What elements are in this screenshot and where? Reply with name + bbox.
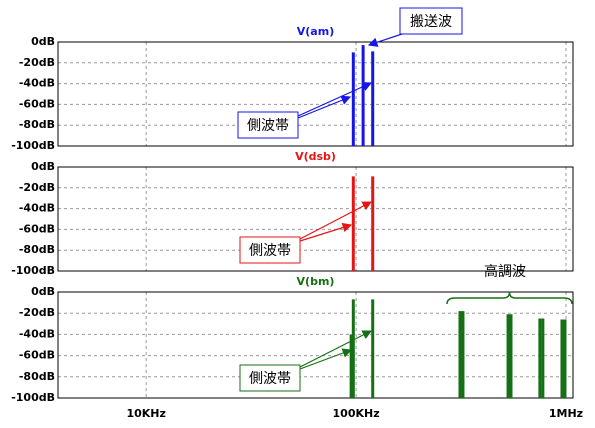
- annotation-arrow: [299, 201, 373, 240]
- x-tick-label: 100KHz: [333, 407, 380, 420]
- annotation: 側波帯: [247, 118, 289, 134]
- y-tick-label: -20dB: [19, 181, 55, 194]
- y-tick-label: -80dB: [19, 243, 55, 256]
- plot-frame: [57, 41, 574, 147]
- annotation: 側波帯: [249, 243, 291, 259]
- y-tick-label: -100dB: [11, 139, 55, 152]
- y-tick-label: -20dB: [19, 56, 55, 69]
- annotation-arrow: [367, 33, 403, 47]
- y-tick-label: -60dB: [19, 222, 55, 235]
- annotation: 搬送波: [410, 14, 452, 30]
- annotation-brace: [446, 291, 573, 305]
- y-tick-label: 0dB: [31, 35, 55, 48]
- chart-title: V(bm): [297, 275, 335, 288]
- annotation-box: [239, 364, 301, 392]
- chart-title: V(dsb): [295, 150, 336, 163]
- annotation-arrow: [297, 95, 352, 119]
- annotation-arrow: [297, 82, 373, 117]
- y-tick-label: 0dB: [31, 285, 55, 298]
- y-tick-label: -100dB: [11, 264, 55, 277]
- x-tick-label: 1MHz: [549, 407, 583, 420]
- annotation: 高調波: [484, 263, 526, 280]
- y-tick-label: -80dB: [19, 118, 55, 131]
- y-tick-label: -60dB: [19, 349, 55, 362]
- plot-frame: [57, 291, 574, 399]
- y-tick-label: -100dB: [11, 391, 55, 404]
- x-tick-label: 10KHz: [126, 407, 165, 420]
- y-tick-label: -60dB: [19, 97, 55, 110]
- chart-title: V(am): [297, 25, 334, 38]
- y-tick-label: -40dB: [19, 77, 55, 90]
- annotation-arrow: [299, 222, 353, 242]
- y-tick-label: 0dB: [31, 160, 55, 173]
- annotation-box: [399, 7, 463, 35]
- annotation-arrow: [299, 330, 373, 368]
- annotation: 側波帯: [249, 371, 291, 387]
- annotation-box: [237, 111, 299, 139]
- y-tick-label: -40dB: [19, 327, 55, 340]
- y-tick-label: -20dB: [19, 306, 55, 319]
- y-tick-label: -80dB: [19, 370, 55, 383]
- annotation-box: [239, 236, 301, 264]
- plot-frame: [57, 166, 574, 272]
- y-tick-label: -40dB: [19, 202, 55, 215]
- annotation-arrow: [299, 348, 353, 370]
